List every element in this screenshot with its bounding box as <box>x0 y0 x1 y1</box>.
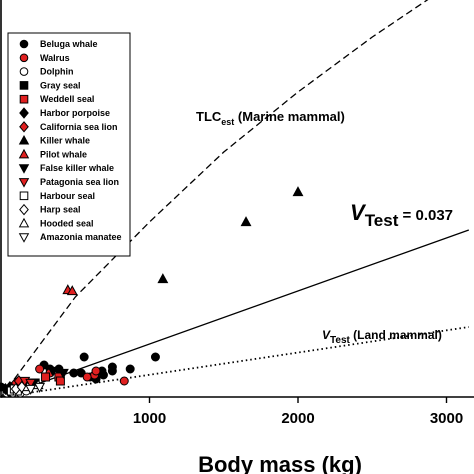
legend-label: Walrus <box>40 53 70 63</box>
legend-marker <box>18 217 30 228</box>
point-killer-whale <box>157 273 169 284</box>
annotations: TLCest (Marine mammal) VTest = 0.037 VTe… <box>196 109 453 346</box>
point-killer-whale <box>240 216 252 227</box>
point-amazonia-manatee <box>25 384 37 395</box>
legend-label: Killer whale <box>40 136 90 146</box>
legend-marker <box>19 203 29 216</box>
annotation-tlc-est: TLCest (Marine mammal) <box>196 109 345 127</box>
x-axis-title: Body mass (kg) <box>198 452 362 474</box>
point-killer-whale <box>292 186 304 197</box>
legend-marker <box>18 164 30 174</box>
legend-label: Harbor porpoise <box>40 108 110 118</box>
legend-label: Patagonia sea lion <box>40 177 119 187</box>
legend-marker <box>18 178 30 188</box>
legend-label: Gray seal <box>40 80 81 90</box>
legend-marker <box>18 233 30 243</box>
point-pilot-whale <box>66 285 78 296</box>
legend-marker <box>19 94 29 104</box>
legend-label: Amazonia manatee <box>40 232 122 242</box>
annotation-v-test-land: VTest (Land mammal) <box>322 328 442 346</box>
x-ticks: 1000 2000 3000 <box>133 397 463 427</box>
plot-area: 1000 2000 3000 <box>0 0 474 427</box>
legend-marker <box>19 39 29 49</box>
point-false-killer-whale <box>47 366 59 377</box>
legend-marker <box>19 121 29 133</box>
legend-label: California sea lion <box>40 122 118 132</box>
legend-items: Beluga whale Walrus Dolphin Gray seal Weddel… <box>18 39 122 243</box>
legend-label: Beluga whale <box>40 39 98 49</box>
legend-marker <box>19 191 29 201</box>
legend-marker <box>18 134 30 145</box>
point-weddell-seal <box>41 372 51 382</box>
point-beluga-whale <box>79 352 89 362</box>
legend-marker <box>19 67 29 76</box>
legend-marker <box>19 53 29 63</box>
legend: Beluga whale Walrus Dolphin Gray seal Weddel… <box>7 32 131 257</box>
point-amazonia-manatee <box>34 382 46 393</box>
point-weddell-seal <box>55 376 65 386</box>
legend-label: Hooded seal <box>40 218 94 228</box>
x-tick-label: 2000 <box>281 410 314 427</box>
point-walrus <box>35 364 45 374</box>
x-tick-label: 3000 <box>430 410 463 427</box>
legend-label: Harbour seal <box>40 191 95 201</box>
legend-label: Pilot whale <box>40 149 87 159</box>
point-false-killer-whale <box>57 368 69 379</box>
point-beluga-whale <box>125 364 135 374</box>
legend-marker <box>19 81 29 90</box>
legend-marker <box>18 148 30 159</box>
legend-label: Harp seal <box>40 205 81 215</box>
point-walrus <box>82 372 92 382</box>
point-walrus <box>119 376 129 386</box>
point-beluga-whale <box>150 352 160 362</box>
x-tick-label: 1000 <box>133 410 166 427</box>
point-walrus <box>91 366 101 376</box>
legend-label: False killer whale <box>40 163 114 173</box>
legend-label: Dolphin <box>40 67 74 77</box>
legend-label: Weddell seal <box>40 94 94 104</box>
legend-marker <box>19 107 29 119</box>
annotation-v-test: VTest = 0.037 <box>350 200 453 230</box>
point-beluga-whale <box>107 366 117 376</box>
point-beluga-whale <box>69 368 79 378</box>
line-tlc-est-marine <box>0 0 429 398</box>
data-points <box>0 186 304 398</box>
